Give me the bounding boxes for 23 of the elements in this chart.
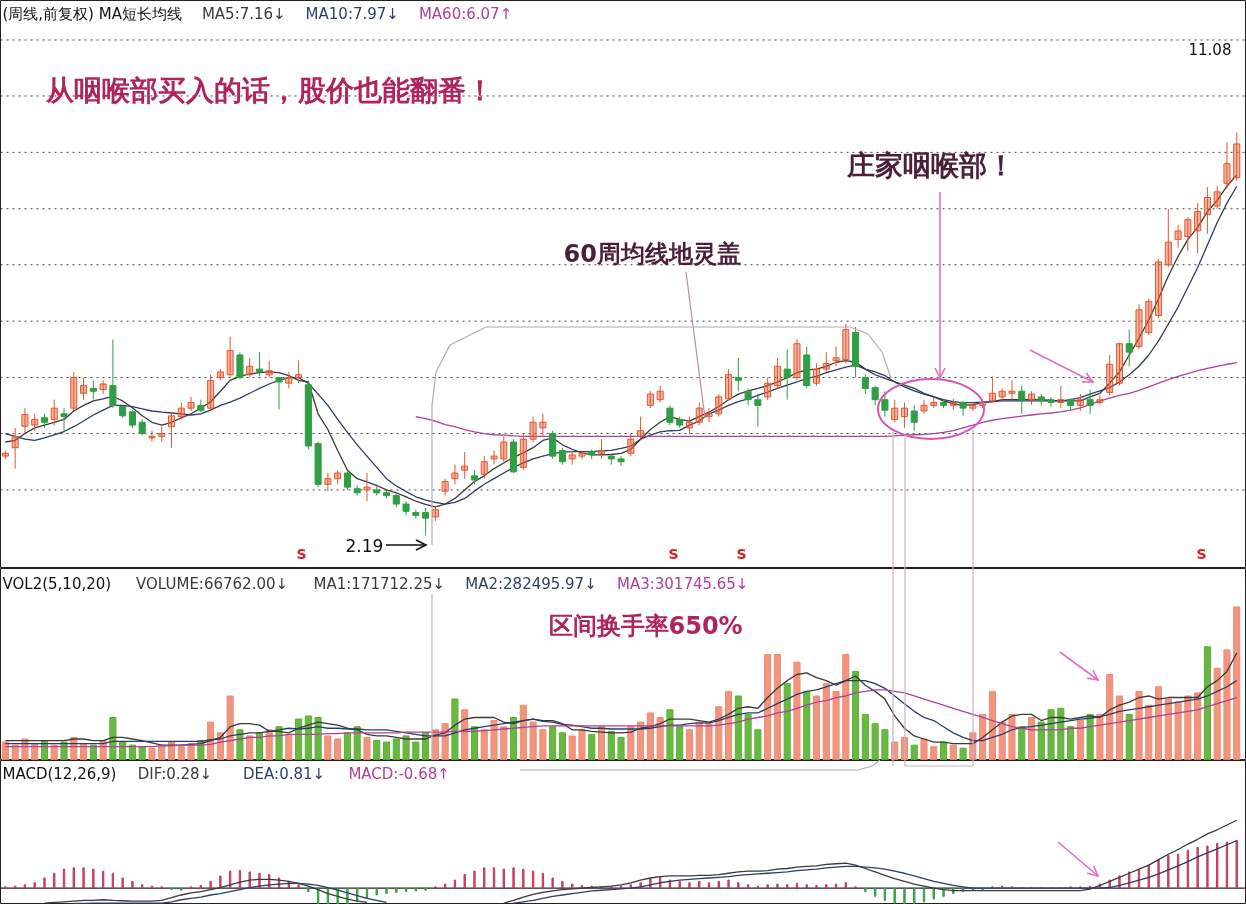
- text: S: [296, 545, 307, 562]
- text: MA1:171712.25↓: [313, 574, 446, 593]
- text: VOLUME:66762.00↓: [136, 574, 289, 593]
- chart-title: VOL2(5,10,20): [2, 574, 112, 593]
- text: MA60:6.07↑: [418, 4, 513, 23]
- annotation: 庄家咽喉部！: [845, 149, 1015, 182]
- text: MA5:7.16↓: [201, 4, 286, 23]
- text: S: [668, 545, 679, 562]
- text: 2.19: [345, 536, 384, 556]
- text: MACD:-0.68↑: [348, 764, 450, 783]
- text: 从咽喉部买入的话，股价也能翻番！: [44, 74, 494, 107]
- text: 11.08: [1188, 40, 1232, 59]
- text: S: [736, 545, 747, 562]
- chart-title: (周线,前复权) MA短长均线: [2, 4, 182, 23]
- annotation: 区间换手率650%: [548, 611, 743, 640]
- text: S: [1196, 545, 1207, 562]
- text: MA2:282495.97↓: [465, 574, 597, 593]
- text: DEA:0.81↓: [243, 764, 326, 783]
- text: MA3:301745.65↓: [616, 574, 749, 593]
- annotation: 60周均线地灵盖: [563, 239, 741, 268]
- text: DIF:0.28↓: [137, 764, 213, 783]
- chart-title: MACD(12,26,9): [2, 764, 117, 783]
- text: MA10:7.97↓: [305, 4, 399, 23]
